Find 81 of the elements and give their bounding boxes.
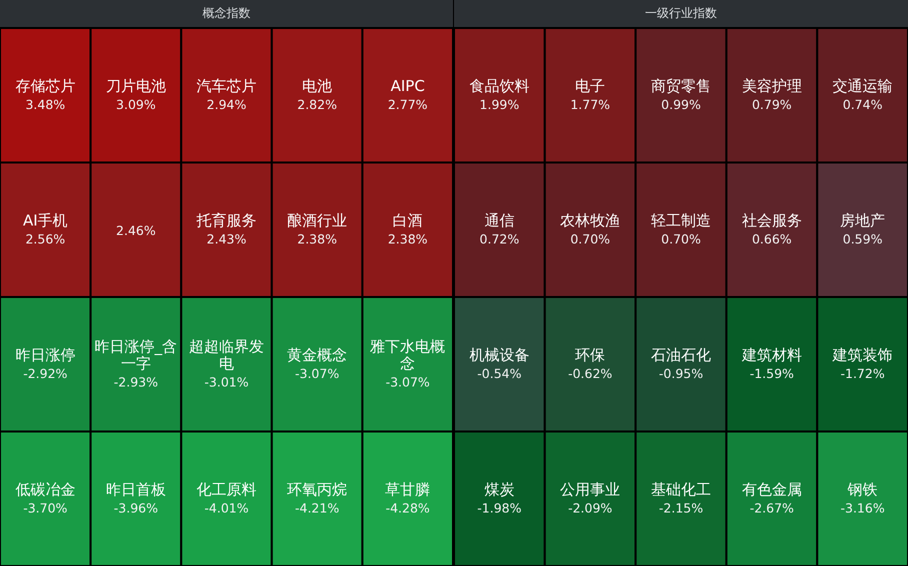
category-label: 存储芯片 [15, 77, 76, 95]
category-label: 煤炭 [484, 480, 514, 498]
data-label: 2.43% [206, 231, 246, 246]
data-label: -4.28% [386, 500, 430, 516]
category-label: 公用事业 [560, 480, 620, 498]
data-label: -3.07% [294, 366, 340, 381]
data-label: -4.01% [204, 500, 249, 516]
category-label: 基础化工 [651, 480, 711, 498]
data-label: 0.99% [661, 96, 701, 112]
data-label: -2.92% [23, 366, 68, 381]
category-label: 黄金概念 [287, 346, 348, 364]
category-label: 社会服务 [742, 212, 802, 230]
data-label: 2.77% [388, 96, 428, 112]
category-label: 昨日涨停_含一字 [94, 338, 178, 372]
category-label: 超超临界发电 [189, 338, 264, 372]
category-label: AI手机 [22, 212, 68, 230]
data-label: -4.21% [294, 500, 340, 516]
data-label: -3.16% [840, 500, 885, 516]
category-label: 食品饮料 [469, 77, 530, 95]
category-label: 环保 [575, 346, 606, 364]
category-label: 托育服务 [196, 212, 256, 230]
data-label: 2.94% [206, 96, 246, 112]
category-label: 钢铁 [846, 480, 878, 498]
category-label: 化工原料 [196, 480, 256, 498]
category-label: 草甘膦 [385, 480, 430, 498]
data-label: 2.82% [297, 96, 338, 112]
category-label: 轻工制造 [651, 212, 711, 230]
category-label: 有色金属 [742, 480, 802, 498]
data-label: -3.07% [386, 374, 430, 390]
text: 概念指数 [0, 0, 453, 27]
data-label: 2.46% [116, 222, 156, 238]
category-label: 昨日涨停 [15, 346, 76, 364]
data-label: -2.09% [568, 500, 612, 516]
category-label: 酿酒行业 [287, 212, 348, 230]
category-label: 雅下水电概念 [370, 338, 446, 372]
category-label: 电池 [302, 77, 332, 95]
data-label: 0.70% [661, 231, 701, 246]
category-label: 美容护理 [742, 77, 802, 95]
category-label: 低碳冶金 [15, 480, 76, 498]
data-label: 1.99% [480, 96, 520, 112]
data-label: -3.01% [204, 374, 249, 390]
category-label: 白酒 [392, 212, 423, 230]
category-label: AIPC [390, 77, 425, 95]
category-label: 建筑材料 [740, 346, 802, 364]
category-label: 商贸零售 [651, 77, 711, 95]
data-label: -3.96% [114, 500, 158, 516]
data-label: 3.48% [25, 96, 66, 112]
category-label: 建筑装饰 [832, 346, 893, 364]
data-label: -0.95% [658, 366, 704, 381]
data-label: 0.66% [752, 231, 792, 246]
data-label: -3.70% [23, 500, 68, 516]
category-label: 刀片电池 [106, 77, 166, 95]
category-label: 机械设备 [469, 346, 530, 364]
data-label: 2.38% [297, 231, 338, 246]
category-label: 交通运输 [832, 77, 893, 95]
category-label: 农林牧渔 [560, 212, 620, 230]
data-label: 2.38% [388, 231, 428, 246]
data-label: 1.77% [570, 96, 610, 112]
data-label: 0.72% [480, 231, 520, 246]
data-label: 3.09% [116, 96, 156, 112]
data-label: -0.62% [568, 366, 612, 381]
data-label: -0.54% [477, 366, 522, 381]
category-label: 电子 [575, 77, 606, 95]
text: 一级行业指数 [454, 0, 908, 27]
data-label: 0.59% [842, 231, 883, 246]
category-label: 通信 [484, 212, 514, 230]
data-label: -2.15% [658, 500, 704, 516]
data-label: 0.74% [842, 96, 883, 112]
data-label: -2.67% [750, 500, 794, 516]
category-label: 房地产 [840, 212, 886, 230]
category-label: 汽车芯片 [196, 77, 256, 95]
data-label: -1.59% [750, 366, 794, 381]
data-label: 0.79% [752, 96, 792, 112]
data-label: 2.56% [25, 231, 66, 246]
data-label: -2.93% [114, 374, 158, 390]
category-label: 环氧丙烷 [287, 480, 348, 498]
data-label: -1.98% [477, 500, 522, 516]
category-label: 石油石化 [651, 346, 711, 364]
data-label: 0.70% [570, 231, 610, 246]
category-label: 昨日首板 [106, 480, 166, 498]
data-label: -1.72% [840, 366, 885, 381]
